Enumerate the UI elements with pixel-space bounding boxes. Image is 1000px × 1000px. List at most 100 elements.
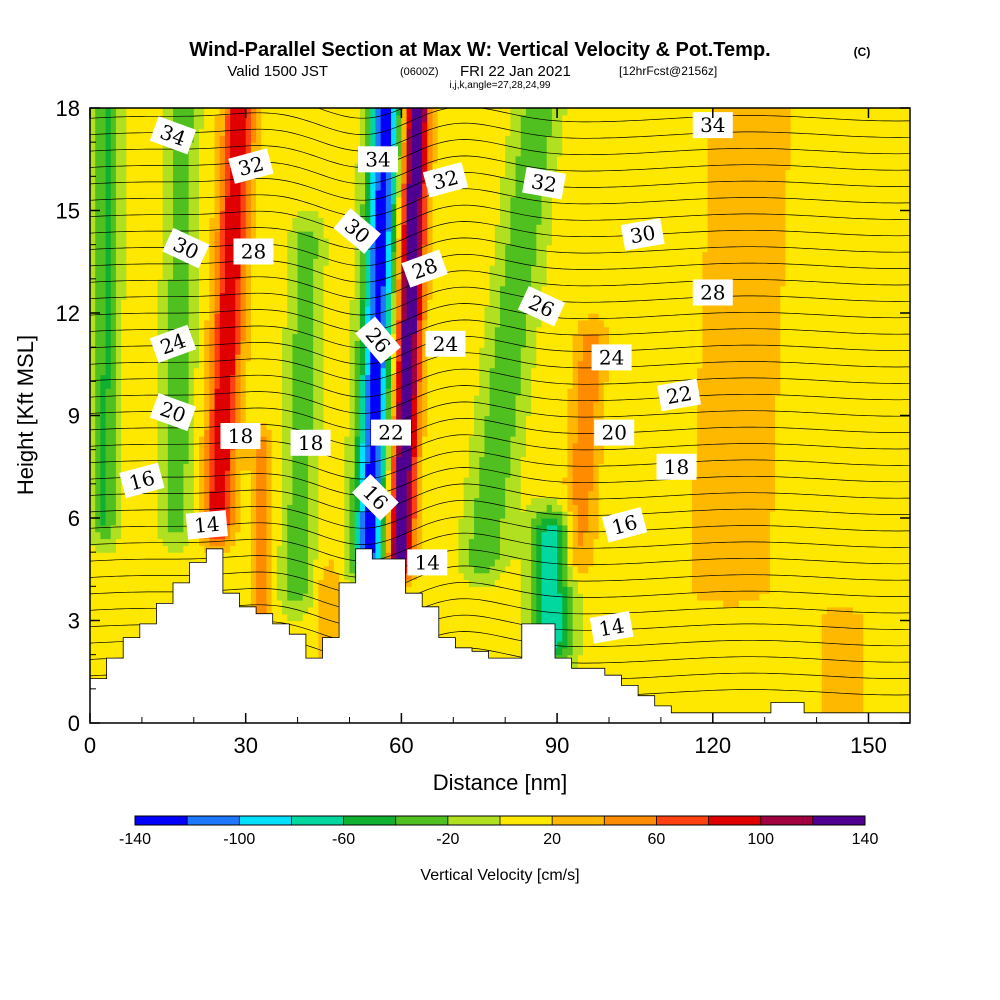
velocity-cell [396,456,402,567]
isentrope-label-text: 30 [628,220,657,248]
velocity-cell [396,319,402,362]
velocity-cell [593,313,600,335]
velocity-cell [858,108,864,615]
isentrope-label-box [119,462,165,499]
velocity-cell [474,497,480,574]
velocity-cell [785,108,792,171]
velocity-cell [365,237,371,307]
velocity-cell [422,436,428,723]
isentrope-label: 34 [149,116,197,155]
velocity-cell [121,299,127,723]
velocity-cell [318,217,325,437]
velocity-cell [416,456,423,560]
velocity-cell [422,121,428,184]
velocity-cell [500,108,506,177]
velocity-cell [489,265,496,369]
colorbar-label: Vertical Velocity [cm/s] [420,867,579,884]
velocity-cell [354,436,361,512]
velocity-cell [411,456,418,519]
chart-title: Wind-Parallel Section at Max W: Vertical… [189,39,770,61]
velocity-cell [323,565,330,683]
velocity-cell [557,504,563,512]
velocity-cell [489,367,496,567]
velocity-cell [546,524,553,649]
velocity-cell [416,108,423,198]
velocity-cell [878,108,885,723]
velocity-cell [198,108,205,130]
velocity-cell [105,388,112,540]
velocity-cell [250,258,257,423]
isentrope-line [90,565,910,595]
velocity-cell [141,108,148,723]
velocity-cell [333,108,340,574]
velocity-cell [505,108,511,136]
isentrope-label-text: 24 [433,332,458,356]
x-tick-label: 90 [545,733,569,758]
velocity-cell [307,231,314,430]
velocity-cell [453,108,460,723]
velocity-cell [323,265,330,567]
velocity-cell [245,155,252,239]
y-tick-label: 12 [56,301,80,326]
velocity-cell [214,231,221,314]
velocity-cell [349,477,356,574]
velocity-cell [406,579,413,587]
colorbar-segment [135,816,188,825]
colorbar-tick-label: 60 [648,831,666,848]
velocity-cell [396,114,402,157]
velocity-cell [250,108,257,143]
velocity-cell [541,518,548,533]
velocity-cell [583,108,589,321]
velocity-cell [235,278,242,355]
isentrope-line [90,204,910,234]
velocity-cell [780,108,787,287]
velocity-cell [572,442,579,505]
velocity-cell [359,442,366,512]
isentrope-label: 14 [185,510,228,540]
velocity-cell [588,313,595,335]
velocity-cell [577,319,584,362]
velocity-cell [832,108,838,608]
velocity-cell [520,456,527,512]
velocity-cell [494,579,501,723]
velocity-cell [474,572,480,587]
velocity-cell [474,108,480,396]
velocity-cell [406,108,413,130]
velocity-cell [411,518,418,567]
velocity-cell [385,340,392,389]
grid-indices: i,j,k,angle=27,28,24,99 [450,80,551,91]
velocity-cell [204,538,210,553]
isentrope-label-text: 28 [241,240,266,264]
velocity-cell [100,538,107,553]
velocity-cell [577,572,584,594]
subtitle-date: FRI 22 Jan 2021 [460,63,571,80]
velocity-cell [484,415,491,574]
velocity-cell [889,108,896,723]
velocity-cell [832,606,838,723]
axis-ticks: 0 30 60 90 120 150 0 3 6 9 12 15 18 [56,96,910,758]
velocity-cell [349,572,356,587]
velocity-cell [209,538,216,546]
isentrope-label: 32 [228,148,274,184]
isentrope-label-box [657,378,702,412]
velocity-cell [385,108,392,150]
velocity-cell [557,641,563,656]
colorbar-segment [760,816,814,825]
velocity-cell [401,108,408,143]
terrain [90,548,910,723]
velocity-cell [707,135,714,601]
velocity-cell [115,538,122,723]
velocity-cell [344,108,351,437]
velocity-cell [702,108,709,253]
velocity-cell [297,231,304,601]
velocity-cell [567,586,574,656]
colorbar-segment [656,816,710,825]
velocity-cell [147,108,153,723]
isentrope-label-text: 14 [415,550,440,574]
isentrope-label-box [601,507,648,543]
velocity-cell [583,319,589,335]
velocity-cell [847,108,854,608]
velocity-cell [292,108,299,218]
velocity-cell [728,108,735,608]
velocity-cell [245,360,252,437]
